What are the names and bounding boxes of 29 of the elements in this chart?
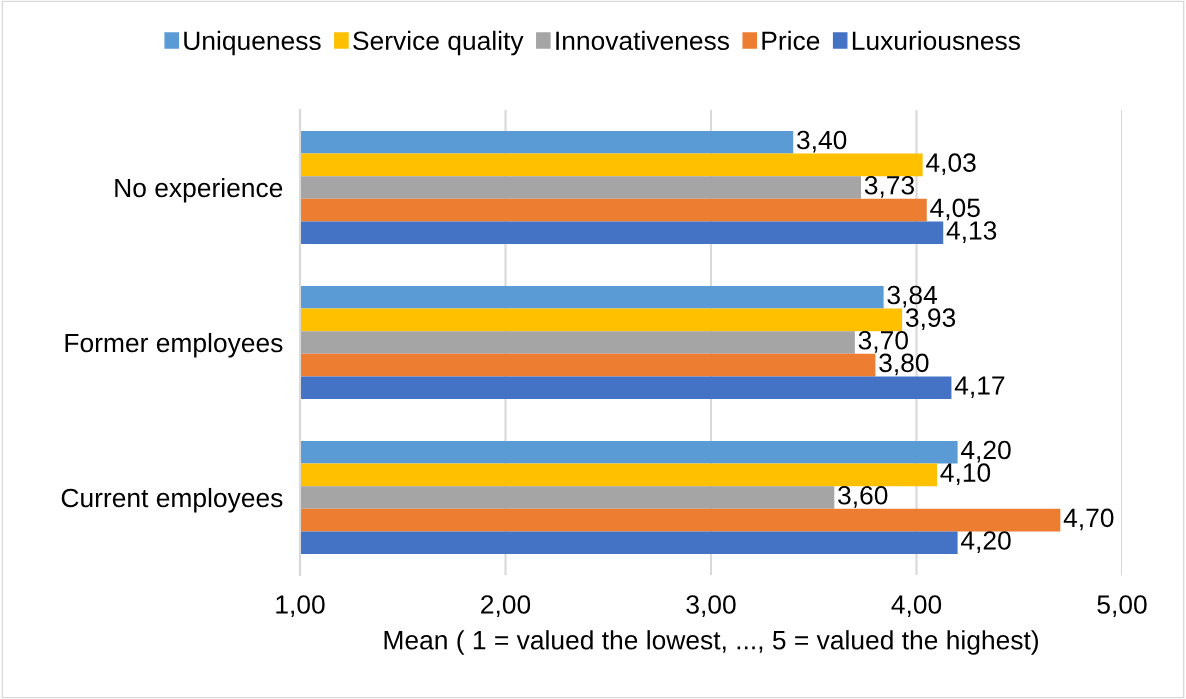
x-tick-label: 4,00	[891, 595, 942, 617]
x-axis-title: Mean ( 1 = valued the lowest, ..., 5 = valued the highest)	[384, 630, 1038, 655]
data-label: 4,03	[926, 153, 976, 176]
data-label: 4,20	[960, 440, 1011, 463]
x-tick-label: 1,00	[276, 595, 325, 617]
legend-label: Service quality	[353, 30, 524, 56]
data-label: 3,60	[838, 485, 888, 508]
data-label: 4,13	[946, 221, 997, 243]
data-label: 4,20	[960, 531, 1011, 553]
data-label: 3,70	[858, 330, 908, 353]
y-tick-label: Current employees	[61, 487, 283, 513]
data-label: 3,84	[887, 285, 937, 308]
x-tick-label: 3,00	[686, 595, 736, 617]
data-label: 3,93	[905, 308, 956, 331]
data-label: 4,17	[954, 376, 1005, 398]
data-label: 3,73	[864, 175, 914, 198]
legend-label: Innovativeness	[556, 30, 729, 51]
x-tick-label: 5,00	[1097, 595, 1147, 617]
data-label: 4,10	[940, 463, 991, 486]
legend-label: Luxuriousness	[852, 30, 1020, 51]
data-label: 3,80	[879, 353, 929, 376]
data-label: 3,40	[796, 130, 847, 153]
y-tick-label: Former employees	[65, 332, 283, 358]
data-label: 4,70	[1063, 508, 1114, 531]
data-label: 4,05	[930, 198, 980, 221]
y-tick-label: No experience	[115, 177, 283, 203]
legend-label: Uniqueness	[184, 30, 321, 56]
x-tick-label: 2,00	[481, 595, 531, 617]
legend-label: Price	[762, 30, 820, 51]
